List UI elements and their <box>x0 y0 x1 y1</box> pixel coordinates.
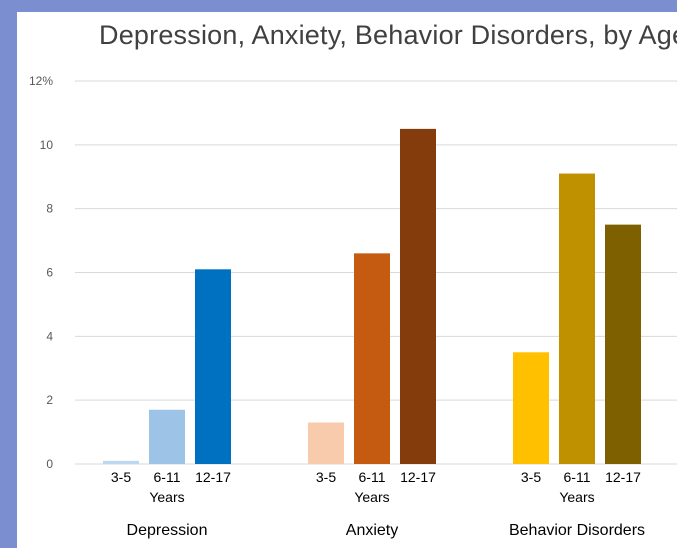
y-tick-label: 0 <box>46 457 53 471</box>
y-tick-label: 8 <box>46 202 53 216</box>
age-unit-label: Years <box>149 489 184 505</box>
bar-depression-6-11 <box>149 409 185 464</box>
category-label: 12-17 <box>195 469 231 485</box>
bar-anxiety-3-5 <box>308 422 344 464</box>
category-label: 12-17 <box>605 469 641 485</box>
group-label: Behavior Disorders <box>509 522 645 539</box>
bar-depression-12-17 <box>195 269 231 464</box>
group-label: Depression <box>127 522 208 539</box>
y-tick-label: 4 <box>46 329 53 343</box>
y-tick-label: 2 <box>46 393 53 407</box>
bar-behavior-disorders-12-17 <box>605 224 641 464</box>
category-label: 12-17 <box>400 469 436 485</box>
bar-anxiety-12-17 <box>400 128 436 464</box>
bar-anxiety-6-11 <box>354 253 390 464</box>
chart-panel: Depression, Anxiety, Behavior Disorders,… <box>17 12 677 548</box>
y-tick-label: 6 <box>46 266 53 280</box>
group-label: Anxiety <box>346 522 398 539</box>
category-label: 3-5 <box>521 469 541 485</box>
y-tick-label: 10 <box>40 138 54 152</box>
age-unit-label: Years <box>354 489 389 505</box>
bar-behavior-disorders-6-11 <box>559 173 595 464</box>
category-label: 3-5 <box>316 469 336 485</box>
bar-depression-3-5 <box>103 460 139 464</box>
chart-title: Depression, Anxiety, Behavior Disorders,… <box>99 20 677 50</box>
category-label: 6-11 <box>359 469 386 485</box>
bar-behavior-disorders-3-5 <box>513 352 549 464</box>
category-label: 6-11 <box>154 469 181 485</box>
category-label: 3-5 <box>111 469 131 485</box>
bar-chart: 0 2 4 6 8 10 12% 3-5 6-11 12-17 Years Depression 3-5… <box>29 74 677 539</box>
age-unit-label: Years <box>559 489 594 505</box>
category-label: 6-11 <box>564 469 591 485</box>
y-tick-label: 12% <box>29 74 53 88</box>
